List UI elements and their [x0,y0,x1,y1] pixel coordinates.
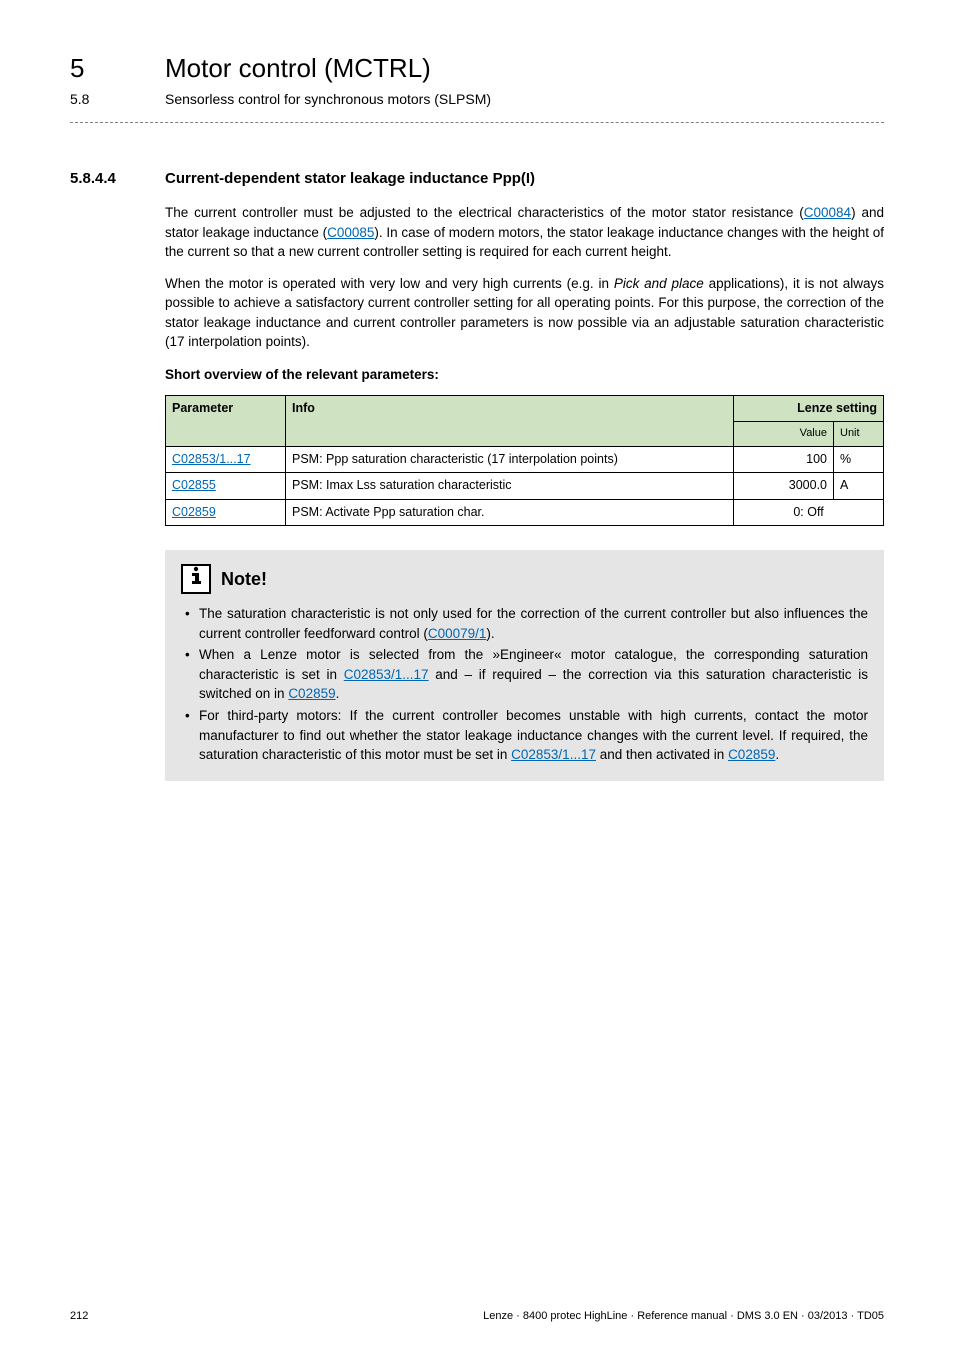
note-list: The saturation characteristic is not onl… [181,604,868,765]
note-header: Note! [181,564,868,594]
table-row: C02855 PSM: Imax Lss saturation characte… [166,473,884,500]
text: The current controller must be adjusted … [165,205,804,220]
info-icon [181,564,211,594]
text: and then activated in [596,747,728,762]
link-c00085[interactable]: C00085 [327,225,374,240]
cell-info: PSM: Activate Ppp saturation char. [286,499,734,526]
text: . [775,747,779,762]
paragraph-2: When the motor is operated with very low… [165,274,884,352]
cell-param: C02855 [166,473,286,500]
col-lenze-setting: Lenze setting [734,395,884,422]
note-box: Note! The saturation characteristic is n… [165,550,884,781]
cell-param: C02853/1...17 [166,446,286,473]
text: ). [486,626,494,641]
cell-value: 100 [734,446,834,473]
link-c00084[interactable]: C00084 [804,205,851,220]
section-title: Current-dependent stator leakage inducta… [165,168,535,189]
col-unit: Unit [834,422,884,446]
link-param[interactable]: C02859 [172,505,216,519]
list-item: The saturation characteristic is not onl… [199,604,868,643]
table-header-row: Parameter Info Lenze setting [166,395,884,422]
text: The saturation characteristic is not onl… [199,606,868,641]
list-item: When a Lenze motor is selected from the … [199,645,868,704]
cell-unit: A [834,473,884,500]
cell-value: 3000.0 [734,473,834,500]
table-heading: Short overview of the relevant parameter… [165,366,884,385]
link-param[interactable]: C02853/1...17 [172,452,251,466]
section-number: 5.8.4.4 [70,168,165,189]
link-c00079[interactable]: C00079/1 [428,626,487,641]
note-title: Note! [221,567,267,592]
link-param[interactable]: C02855 [172,478,216,492]
paragraph-1: The current controller must be adjusted … [165,203,884,262]
link-c02859[interactable]: C02859 [288,686,335,701]
page-number: 212 [70,1309,88,1324]
italic-text: Pick and place [614,276,704,291]
col-info: Info [286,395,734,446]
link-c02859-b[interactable]: C02859 [728,747,775,762]
table-row: C02853/1...17 PSM: Ppp saturation charac… [166,446,884,473]
cell-info: PSM: Imax Lss saturation characteristic [286,473,734,500]
cell-info: PSM: Ppp saturation characteristic (17 i… [286,446,734,473]
subchapter-title: Sensorless control for synchronous motor… [165,90,491,110]
cell-value: 0: Off [734,499,884,526]
content-body: The current controller must be adjusted … [165,203,884,781]
cell-param: C02859 [166,499,286,526]
info-icon-glyph [186,565,206,593]
divider [70,122,884,123]
link-c02853-b[interactable]: C02853/1...17 [511,747,596,762]
subchapter-header: 5.8 Sensorless control for synchronous m… [70,90,884,110]
page-footer: 212 Lenze · 8400 protec HighLine · Refer… [70,1309,884,1324]
text: . [336,686,340,701]
text: When the motor is operated with very low… [165,276,614,291]
col-value: Value [734,422,834,446]
col-parameter: Parameter [166,395,286,446]
section-header: 5.8.4.4 Current-dependent stator leakage… [70,168,884,189]
subchapter-number: 5.8 [70,90,165,110]
footer-meta: Lenze · 8400 protec HighLine · Reference… [483,1309,884,1324]
chapter-title: Motor control (MCTRL) [165,50,431,86]
list-item: For third-party motors: If the current c… [199,706,868,765]
link-c02853[interactable]: C02853/1...17 [344,667,429,682]
parameters-table: Parameter Info Lenze setting Value Unit … [165,395,884,526]
table-row: C02859 PSM: Activate Ppp saturation char… [166,499,884,526]
cell-unit: % [834,446,884,473]
chapter-number: 5 [70,50,165,86]
chapter-header: 5 Motor control (MCTRL) [70,50,884,86]
